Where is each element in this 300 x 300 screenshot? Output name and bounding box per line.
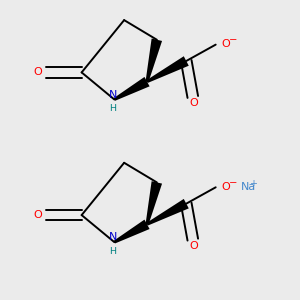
- Text: N: N: [109, 232, 117, 242]
- Text: −: −: [229, 35, 237, 46]
- Text: O: O: [221, 182, 230, 192]
- Polygon shape: [146, 38, 162, 82]
- Polygon shape: [146, 181, 162, 225]
- Text: −: −: [229, 178, 237, 188]
- Text: H: H: [109, 247, 116, 256]
- Polygon shape: [146, 199, 189, 226]
- Polygon shape: [114, 77, 150, 101]
- Text: O: O: [221, 39, 230, 49]
- Text: O: O: [189, 98, 198, 109]
- Text: O: O: [34, 210, 43, 220]
- Polygon shape: [114, 220, 150, 243]
- Text: H: H: [109, 104, 116, 113]
- Polygon shape: [146, 56, 189, 83]
- Text: +: +: [250, 178, 258, 188]
- Text: Na: Na: [241, 182, 256, 192]
- Text: N: N: [109, 90, 117, 100]
- Text: O: O: [189, 241, 198, 251]
- Text: O: O: [34, 68, 43, 77]
